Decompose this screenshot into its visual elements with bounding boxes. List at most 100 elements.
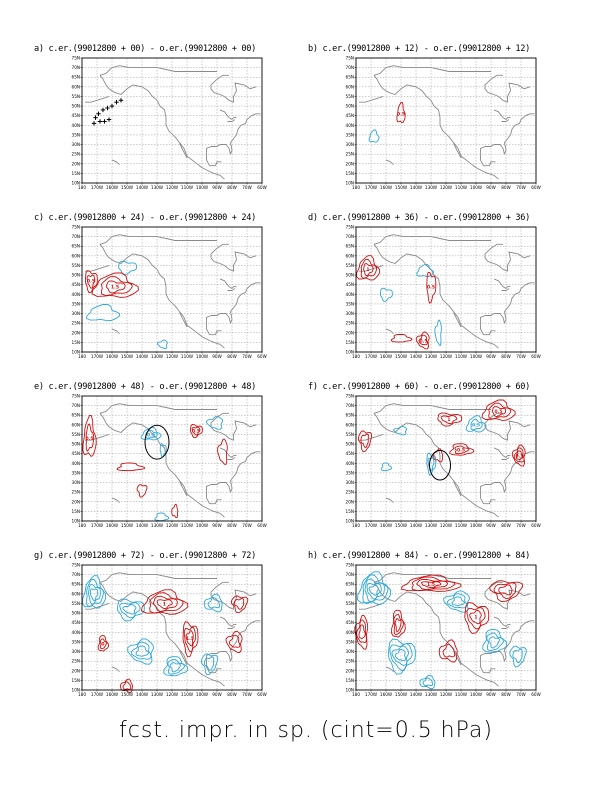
positive-contour	[185, 630, 194, 647]
coastline	[85, 603, 110, 610]
positive-contour	[438, 639, 458, 663]
highlight-circle	[429, 449, 451, 481]
x-tick-label: 120W	[166, 354, 178, 359]
positive-contour-label: 0.5	[457, 448, 465, 454]
y-tick-label: 60N	[72, 84, 80, 89]
x-tick-label: 170W	[365, 692, 377, 697]
coastline	[480, 659, 496, 674]
x-tick-label: 160W	[106, 354, 118, 359]
x-tick-label: 60W	[257, 523, 266, 528]
y-tick-label: 75N	[72, 225, 80, 230]
x-tick-label: 140W	[136, 523, 148, 528]
panel-title: f) c.er.(99012800 + 60) - o.er.(99012800…	[308, 382, 530, 392]
positive-contour	[391, 609, 406, 638]
coastline	[487, 251, 531, 272]
coastline	[227, 119, 236, 122]
y-tick-label: 40N	[346, 461, 354, 466]
coastline	[480, 620, 535, 662]
coastline	[99, 403, 217, 414]
y-tick-label: 60N	[72, 591, 80, 596]
negative-contour	[163, 656, 189, 677]
y-tick-label: 25N	[72, 152, 80, 157]
coastline	[179, 649, 188, 666]
negative-contour	[426, 452, 437, 476]
y-tick-label: 35N	[346, 301, 354, 306]
positive-contour	[140, 589, 189, 615]
positive-contour	[233, 598, 245, 610]
y-tick-label: 45N	[346, 451, 354, 456]
negative-contour	[488, 636, 500, 649]
y-tick-label: 30N	[72, 480, 80, 485]
positive-contour	[358, 430, 373, 453]
negative-contour	[89, 588, 99, 602]
y-tick-label: 15N	[72, 678, 80, 683]
y-tick-label: 35N	[346, 132, 354, 137]
y-tick-label: 45N	[72, 282, 80, 287]
x-tick-label: 180	[78, 523, 86, 528]
x-tick-label: 180	[78, 185, 86, 190]
y-tick-label: 65N	[346, 244, 354, 249]
y-tick-label: 50N	[72, 611, 80, 616]
y-tick-label: 35N	[72, 470, 80, 475]
x-tick-label: 140W	[410, 692, 422, 697]
y-tick-label: 25N	[346, 490, 354, 495]
positive-contour	[411, 576, 456, 592]
contour-map: 0.5 10N 15N 20N 25N 30N 35N 40N 45N 50N 55N 60N 65N 7…	[346, 56, 541, 191]
panel-h: h) c.er.(99012800 + 84) - o.er.(99012800…	[308, 551, 608, 711]
y-tick-label: 70N	[72, 572, 80, 577]
positive-contour	[481, 399, 516, 421]
y-tick-label: 20N	[72, 330, 80, 335]
negative-contour	[119, 602, 141, 619]
coastline	[111, 666, 120, 673]
x-tick-label: 90W	[212, 692, 221, 697]
coastline	[206, 321, 222, 336]
y-tick-label: 60N	[72, 422, 80, 427]
panel-a: a) c.er.(99012800 + 00) - o.er.(99012800…	[34, 44, 334, 204]
negative-contour	[159, 443, 167, 458]
x-tick-label: 100W	[470, 185, 482, 190]
y-tick-label: 50N	[72, 442, 80, 447]
negative-contour	[157, 339, 168, 349]
negative-contour	[512, 648, 523, 664]
coastline	[85, 434, 110, 441]
negative-contour	[206, 416, 224, 430]
y-tick-label: 35N	[72, 639, 80, 644]
y-tick-label: 60N	[346, 422, 354, 427]
coastline	[480, 451, 535, 493]
negative-contour	[207, 597, 221, 609]
x-tick-label: 140W	[410, 523, 422, 528]
x-tick-label: 150W	[121, 523, 133, 528]
y-tick-label: 65N	[72, 413, 80, 418]
positive-contour	[171, 503, 179, 519]
x-tick-label: 130W	[425, 523, 437, 528]
coastline	[373, 65, 491, 76]
coastline	[484, 412, 503, 431]
coastline	[219, 447, 237, 458]
x-tick-label: 170W	[91, 523, 103, 528]
x-tick-label: 80W	[227, 523, 236, 528]
y-tick-label: 60N	[346, 84, 354, 89]
figure-caption: fcst. impr. in sp. (cint=0.5 hPa)	[119, 718, 493, 743]
coastline	[453, 311, 462, 328]
negative-contour	[366, 582, 382, 600]
positive-contour	[156, 599, 173, 610]
y-tick-label: 50N	[72, 104, 80, 109]
coastline	[210, 243, 229, 262]
y-tick-label: 70N	[346, 65, 354, 70]
coastline	[206, 282, 261, 324]
y-tick-label: 75N	[346, 56, 354, 61]
y-tick-label: 40N	[346, 630, 354, 635]
track-marker	[109, 103, 115, 109]
coastline	[385, 159, 394, 166]
x-tick-label: 130W	[425, 692, 437, 697]
y-tick-label: 65N	[72, 244, 80, 249]
y-tick-label: 25N	[346, 321, 354, 326]
positive-contour	[85, 423, 95, 452]
coastline	[373, 582, 499, 687]
positive-contour	[415, 331, 430, 350]
y-tick-label: 75N	[346, 394, 354, 399]
coastline	[213, 251, 257, 272]
positive-contour-label: 0.5	[495, 409, 503, 415]
negative-contour	[86, 578, 104, 608]
x-tick-label: 70W	[516, 523, 525, 528]
